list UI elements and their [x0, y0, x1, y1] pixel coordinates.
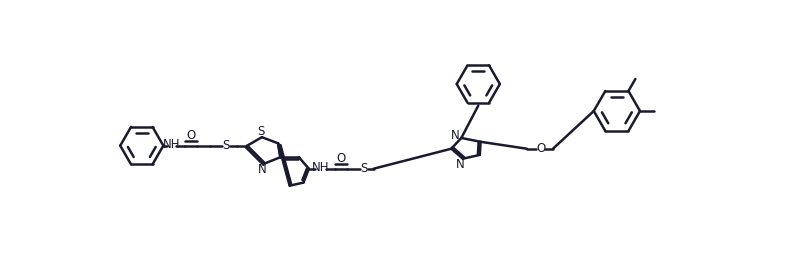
Text: S: S	[222, 139, 230, 152]
Text: N: N	[456, 158, 465, 171]
Text: S: S	[257, 125, 265, 138]
Text: N: N	[258, 163, 267, 176]
Text: O: O	[536, 142, 545, 155]
Text: N: N	[451, 129, 459, 142]
Text: NH: NH	[312, 161, 329, 174]
Text: O: O	[186, 129, 196, 142]
Text: O: O	[337, 152, 346, 165]
Text: NH: NH	[163, 138, 181, 150]
Text: S: S	[360, 162, 368, 175]
